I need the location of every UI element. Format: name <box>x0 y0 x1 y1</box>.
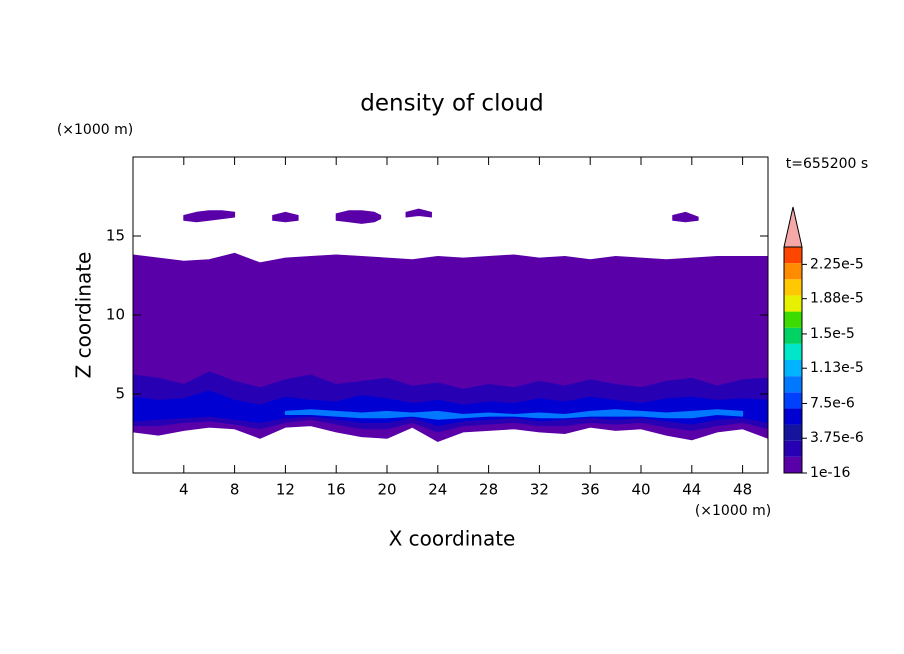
y-tick-label: 10 <box>106 306 125 324</box>
colorbar-band <box>784 408 802 425</box>
colorbar-band <box>784 376 802 393</box>
contour-region <box>272 211 299 223</box>
colorbar-band <box>784 327 802 344</box>
x-tick-label: 44 <box>682 481 701 499</box>
colorbar-tick-label: 1.13e-5 <box>810 360 864 376</box>
colorbar-band <box>784 279 802 296</box>
contour-region <box>405 208 432 218</box>
chart-title: density of cloud <box>360 91 543 117</box>
contour-region <box>335 210 382 224</box>
x-tick-label: 32 <box>530 481 549 499</box>
colorbar-extend <box>783 206 803 248</box>
x-tick-label: 24 <box>428 481 447 499</box>
colorbar-band <box>784 360 802 377</box>
time-annotation: t=655200 s <box>786 156 868 172</box>
colorbar-band <box>784 295 802 312</box>
colorbar-tick-label: 1.88e-5 <box>810 291 864 307</box>
colorbar-band <box>784 311 802 328</box>
x-tick-label: 20 <box>377 481 396 499</box>
x-axis-label: X coordinate <box>389 527 516 551</box>
colorbar-band <box>784 263 802 280</box>
x-tick-label: 8 <box>230 481 240 499</box>
y-tick-label: 15 <box>106 227 125 245</box>
x-tick-label: 28 <box>479 481 498 499</box>
colorbar-band <box>784 440 802 457</box>
contour-region <box>284 409 744 420</box>
x-tick-label: 36 <box>581 481 600 499</box>
y-axis-label: Z coordinate <box>72 252 96 379</box>
x-tick-label: 40 <box>631 481 650 499</box>
colorbar-tick-label: 7.5e-6 <box>810 395 855 411</box>
colorbar-band <box>784 247 802 264</box>
colorbar-tick-label: 1.5e-5 <box>810 326 855 342</box>
x-tick-label: 16 <box>327 481 346 499</box>
colorbar-tick-label: 1e-16 <box>810 465 850 481</box>
y-tick-label: 5 <box>115 385 125 403</box>
colorbar-band <box>784 456 802 473</box>
y-unit: (×1000 m) <box>57 122 133 138</box>
colorbar-band <box>784 343 802 360</box>
x-tick-label: 48 <box>733 481 752 499</box>
x-unit: (×1000 m) <box>695 503 771 519</box>
colorbar-frame <box>783 246 803 474</box>
contour-region <box>183 210 236 223</box>
colorbar-tick-label: 2.25e-5 <box>810 256 864 272</box>
contour-region <box>672 211 699 223</box>
colorbar-tick-label: 3.75e-6 <box>810 430 864 446</box>
colorbar-band <box>784 424 802 441</box>
x-tick-label: 4 <box>179 481 189 499</box>
x-tick-label: 12 <box>276 481 295 499</box>
colorbar-band <box>784 392 802 409</box>
